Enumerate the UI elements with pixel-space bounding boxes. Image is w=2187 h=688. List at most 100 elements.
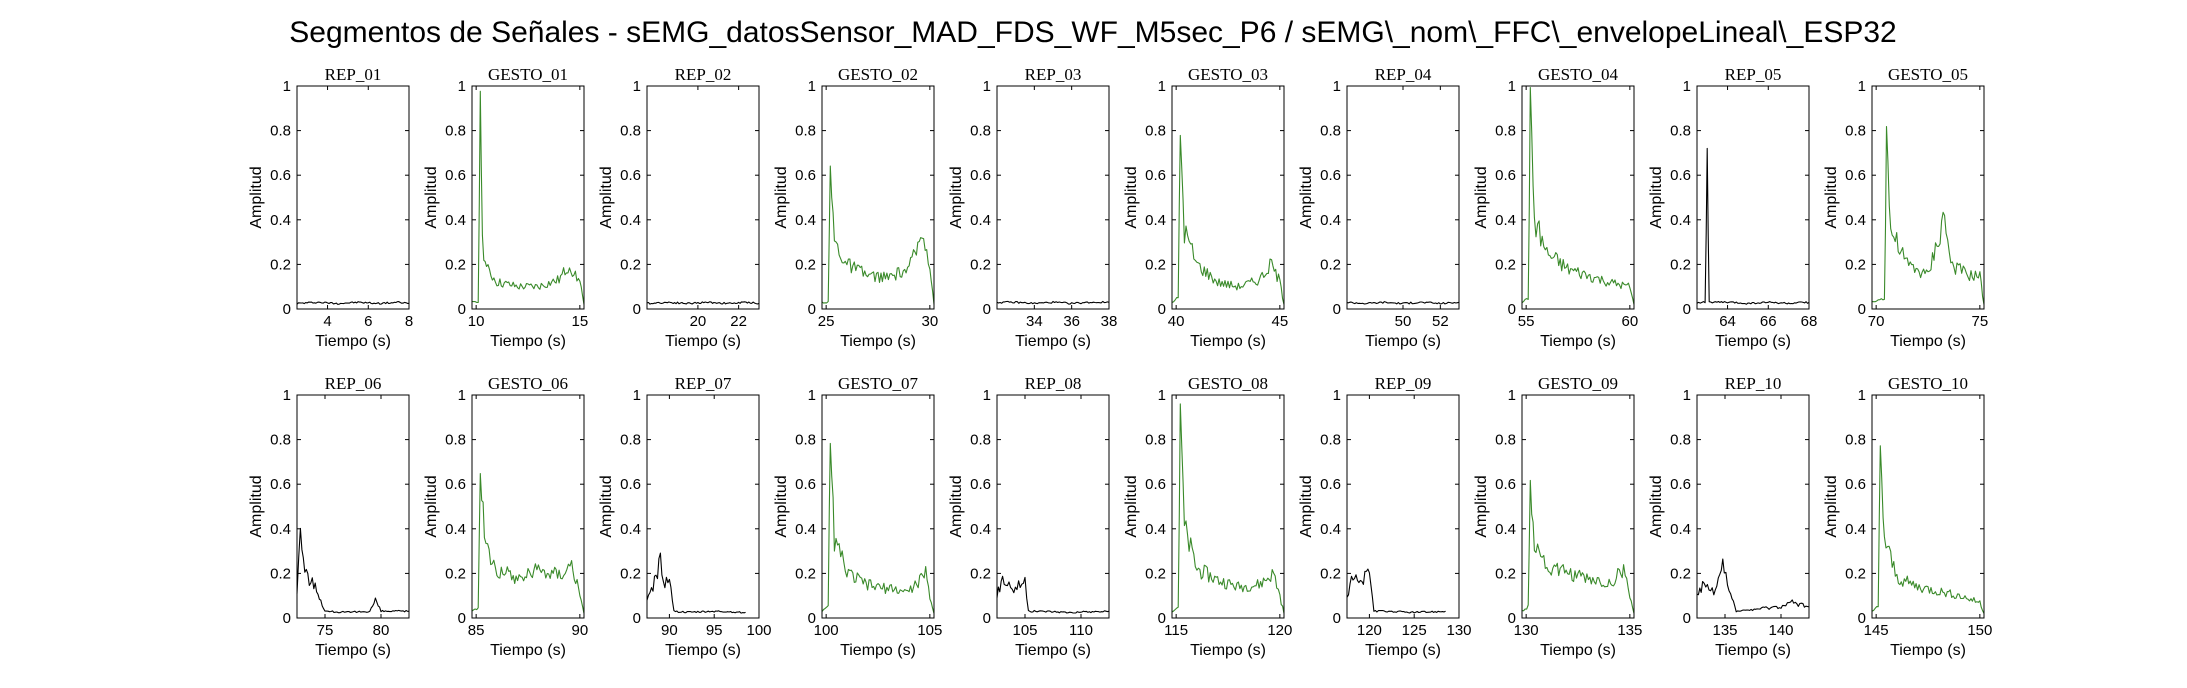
- y-axis-label: Amplitud: [423, 166, 440, 228]
- x-tick-label: 34: [1026, 313, 1043, 330]
- y-tick-label: 0.8: [445, 432, 466, 449]
- x-tick-label: 110: [1069, 622, 1093, 639]
- series-line: [1346, 301, 1460, 305]
- subplot-title: REP_01: [325, 65, 382, 84]
- subplot-rep_08: 0 0.2 0.4 0.6 0.8 1 105 110 REP_08 Tiempo (s) Ampl…: [948, 374, 1110, 659]
- subplot-rep_07: 0 0.2 0.4 0.6 0.8 1 90 95 100 REP_07 Tiempo (s) Amp…: [598, 374, 772, 659]
- y-tick-label: 0.8: [1145, 432, 1166, 449]
- y-tick-label: 0: [1158, 301, 1166, 318]
- y-tick-label: 0.8: [1845, 123, 1866, 140]
- y-axis-label: Amplitud: [1823, 166, 1840, 228]
- y-tick-label: 1: [1333, 387, 1341, 404]
- axes-box: [1346, 394, 1460, 619]
- x-tick-label: 10: [468, 313, 485, 330]
- x-tick-label: 145: [1864, 622, 1889, 639]
- x-tick-label: 40: [1168, 313, 1185, 330]
- subplot-rep_01: 0 0.2 0.4 0.6 0.8 1 4 6 8 REP_01 Tiempo (s) Amplitu…: [248, 65, 413, 350]
- x-tick-label: 105: [1012, 622, 1037, 639]
- axes-box: [996, 85, 1110, 310]
- subplot-title: GESTO_10: [1888, 374, 1968, 393]
- y-axis-label: Amplitud: [948, 166, 965, 228]
- y-tick-label: 0.2: [1845, 256, 1866, 273]
- y-tick-label: 0: [283, 610, 291, 627]
- y-tick-label: 0.4: [970, 521, 991, 538]
- y-tick-label: 0.6: [445, 476, 466, 493]
- y-tick-label: 1: [808, 387, 816, 404]
- x-axis-label: Tiempo (s): [1365, 642, 1441, 659]
- x-tick-label: 120: [1357, 622, 1382, 639]
- y-tick-label: 0.2: [1670, 565, 1691, 582]
- x-axis-label: Tiempo (s): [665, 333, 741, 350]
- subplot-gesto_07: 0 0.2 0.4 0.6 0.8 1 100 105 GESTO_07 Tiempo (s) Am…: [773, 374, 942, 659]
- axes-box: [1521, 85, 1635, 310]
- x-axis-label: Tiempo (s): [665, 642, 741, 659]
- subplot-gesto_01: 0 0.2 0.4 0.6 0.8 1 10 15 GESTO_01 Tiempo (s) Ampl…: [423, 65, 588, 350]
- x-tick-label: 85: [468, 622, 485, 639]
- x-axis-label: Tiempo (s): [1890, 333, 1966, 350]
- y-axis-label: Amplitud: [773, 166, 790, 228]
- y-tick-label: 0: [633, 301, 641, 318]
- y-tick-label: 0.8: [970, 123, 991, 140]
- y-tick-label: 0.4: [1670, 212, 1691, 229]
- x-axis-label: Tiempo (s): [1190, 333, 1266, 350]
- axes-box: [646, 394, 760, 619]
- series-line: [646, 301, 760, 305]
- y-tick-label: 0.8: [1670, 123, 1691, 140]
- y-tick-label: 0: [1158, 610, 1166, 627]
- y-axis-label: Amplitud: [423, 475, 440, 537]
- y-tick-label: 0: [283, 301, 291, 318]
- series-line: [1871, 445, 1985, 614]
- x-axis-label: Tiempo (s): [1540, 333, 1616, 350]
- y-tick-label: 0: [458, 610, 466, 627]
- y-tick-label: 0.2: [445, 256, 466, 273]
- y-axis-label: Amplitud: [948, 475, 965, 537]
- subplot-rep_03: 0 0.2 0.4 0.6 0.8 1 34 36 38 REP_03 Tiempo (s) Ampl…: [948, 65, 1117, 350]
- x-axis-label: Tiempo (s): [490, 333, 566, 350]
- y-tick-label: 0.8: [1495, 432, 1516, 449]
- series-line: [1522, 479, 1635, 614]
- y-axis-label: Amplitud: [248, 166, 265, 228]
- x-tick-label: 68: [1801, 313, 1818, 330]
- x-tick-label: 130: [1514, 622, 1539, 639]
- y-tick-label: 0.4: [1145, 521, 1166, 538]
- y-tick-label: 1: [1683, 387, 1691, 404]
- axes-box: [1521, 394, 1635, 619]
- y-tick-label: 0: [808, 301, 816, 318]
- y-tick-label: 1: [1683, 78, 1691, 95]
- x-tick-label: 20: [690, 313, 707, 330]
- y-tick-label: 0: [1683, 610, 1691, 627]
- y-tick-label: 1: [633, 387, 641, 404]
- y-axis-label: Amplitud: [1123, 475, 1140, 537]
- x-tick-label: 125: [1402, 622, 1427, 639]
- y-tick-label: 0.8: [795, 432, 816, 449]
- y-tick-label: 0.6: [1320, 167, 1341, 184]
- y-tick-label: 1: [458, 78, 466, 95]
- x-tick-label: 22: [730, 313, 747, 330]
- y-tick-label: 1: [983, 78, 991, 95]
- subplot-title: REP_02: [675, 65, 732, 84]
- series-line: [996, 300, 1110, 305]
- y-tick-label: 0.4: [795, 212, 816, 229]
- subplot-rep_02: 0 0.2 0.4 0.6 0.8 1 20 22 REP_02 Tiempo (s) Amplit…: [598, 65, 760, 350]
- y-tick-label: 0.8: [270, 432, 291, 449]
- axes-box: [1171, 85, 1285, 310]
- y-tick-label: 0: [983, 610, 991, 627]
- y-tick-label: 0: [633, 610, 641, 627]
- subplot-title: GESTO_04: [1538, 65, 1618, 84]
- y-tick-label: 0.2: [1145, 565, 1166, 582]
- y-axis-label: Amplitud: [1823, 475, 1840, 537]
- x-axis-label: Tiempo (s): [490, 642, 566, 659]
- axes-box: [821, 394, 935, 619]
- y-tick-label: 0.6: [1845, 167, 1866, 184]
- subplot-gesto_05: 0 0.2 0.4 0.6 0.8 1 70 75 GESTO_05 Tiempo (s) Ampl…: [1823, 65, 1988, 350]
- subplot-gesto_06: 0 0.2 0.4 0.6 0.8 1 85 90 GESTO_06 Tiempo (s) Ampl…: [423, 374, 588, 659]
- axes-box: [996, 394, 1110, 619]
- axes-box: [1346, 85, 1460, 310]
- x-tick-label: 95: [706, 622, 723, 639]
- x-axis-label: Tiempo (s): [1715, 333, 1791, 350]
- x-axis-label: Tiempo (s): [1190, 642, 1266, 659]
- y-axis-label: Amplitud: [1298, 475, 1315, 537]
- x-tick-label: 66: [1760, 313, 1777, 330]
